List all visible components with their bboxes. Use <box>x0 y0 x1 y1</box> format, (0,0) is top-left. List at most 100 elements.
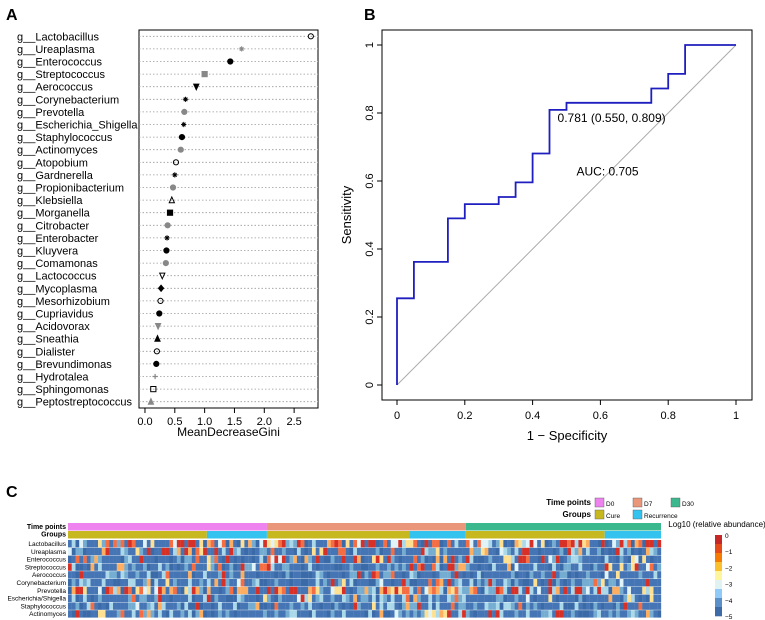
heatmap-cell <box>375 579 380 587</box>
heatmap-cell <box>394 602 399 610</box>
heatmap-cell <box>338 571 343 579</box>
heatmap-cell <box>615 602 620 610</box>
heatmap-colorbar-segment <box>715 598 722 608</box>
heatmap-cell <box>477 594 481 602</box>
roc-auc-annotation: AUC: 0.705 <box>577 164 639 178</box>
heatmap-cell <box>552 610 557 618</box>
heatmap-cell <box>608 579 613 587</box>
heatmap-cell <box>308 610 313 618</box>
heatmap-cell <box>330 579 335 587</box>
heatmap-cell <box>128 547 132 556</box>
heatmap-cell <box>323 610 328 618</box>
heatmap-cell <box>176 563 181 571</box>
heatmap-cell <box>510 586 515 595</box>
heatmap-cell <box>353 555 358 563</box>
heatmap-cell <box>83 594 87 602</box>
heatmap-cell <box>90 571 95 579</box>
heatmap-cell <box>341 586 346 595</box>
heatmap-cell <box>544 540 549 548</box>
heatmap-cell <box>548 540 553 548</box>
heatmap-cell <box>383 602 388 610</box>
heatmap-cell <box>105 555 110 563</box>
heatmap-cell <box>518 586 523 595</box>
heatmap-cell <box>522 540 527 548</box>
heatmap-cell <box>214 540 219 548</box>
heatmap-cell <box>173 563 177 571</box>
heatmap-cell <box>420 610 425 618</box>
heatmap-cell <box>495 610 500 618</box>
heatmap-cell <box>191 547 196 556</box>
heatmap-cell <box>582 540 587 548</box>
heatmap-cell <box>578 594 583 602</box>
heatmap-cell <box>150 594 155 602</box>
heatmap-cell <box>435 563 440 571</box>
heatmap-cell <box>334 602 339 610</box>
heatmap-cell <box>383 579 388 587</box>
heatmap-cell <box>627 555 632 563</box>
heatmap-cell <box>233 540 238 548</box>
heatmap-cell <box>345 540 350 548</box>
heatmap-cell <box>567 610 572 618</box>
heatmap-cell <box>124 547 129 556</box>
heatmap-cell <box>120 571 125 579</box>
heatmap-cell <box>120 594 125 602</box>
heatmap-cell <box>263 610 268 618</box>
heatmap-cell <box>499 579 504 587</box>
heatmap-cell <box>341 540 346 548</box>
heatmap-colorbar-title: Log10 (relative abundance) <box>668 520 765 529</box>
heatmap-cell <box>101 586 106 595</box>
heatmap-cell <box>555 540 560 548</box>
heatmap-cell <box>642 586 647 595</box>
heatmap-cell <box>338 586 343 595</box>
heatmap-cell <box>417 540 421 548</box>
heatmap-cell <box>372 602 376 610</box>
heatmap-cell <box>657 594 662 602</box>
heatmap-cell <box>229 571 234 579</box>
heatmap-cell <box>379 555 384 563</box>
heatmap-cell <box>634 555 639 563</box>
dotchart-point <box>201 71 208 78</box>
heatmap-cell <box>642 547 647 556</box>
heatmap-cell <box>604 610 609 618</box>
heatmap-cell <box>266 594 271 602</box>
heatmap-cell <box>537 610 542 618</box>
heatmap-cell <box>86 602 91 610</box>
heatmap-cell <box>79 547 84 556</box>
heatmap-cell <box>552 586 557 595</box>
heatmap-cell <box>83 579 87 587</box>
heatmap-cell <box>229 555 234 563</box>
heatmap-cell <box>623 555 628 563</box>
heatmap-cell <box>113 602 117 610</box>
heatmap-cell <box>218 555 223 563</box>
heatmap-cell <box>544 563 549 571</box>
heatmap-cell <box>634 571 639 579</box>
heatmap-cell <box>615 610 620 618</box>
heatmap-cell <box>469 571 474 579</box>
heatmap-cell <box>402 579 406 587</box>
heatmap-cell <box>263 540 268 548</box>
heatmap-cell <box>514 547 519 556</box>
heatmap-cell <box>113 563 117 571</box>
heatmap-cell <box>94 547 99 556</box>
heatmap-cell <box>398 563 403 571</box>
heatmap-cell <box>221 610 226 618</box>
heatmap-cell <box>488 594 493 602</box>
heatmap-cell <box>593 571 598 579</box>
heatmap-cell <box>619 563 624 571</box>
heatmap-cell <box>75 579 80 587</box>
heatmap-cell <box>495 602 500 610</box>
heatmap-cell <box>578 571 583 579</box>
heatmap-cell <box>608 586 613 595</box>
heatmap-cell <box>552 555 557 563</box>
heatmap-cell <box>203 594 208 602</box>
heatmap-cell <box>188 586 193 595</box>
heatmap-cell <box>90 586 95 595</box>
heatmap-legend-swatch <box>632 497 643 508</box>
heatmap-cell <box>608 602 613 610</box>
heatmap-cell <box>510 602 515 610</box>
heatmap-cell <box>173 610 177 618</box>
heatmap-cell <box>120 579 125 587</box>
heatmap-cell <box>199 563 204 571</box>
heatmap-cell <box>548 555 553 563</box>
heatmap-cell <box>428 594 433 602</box>
